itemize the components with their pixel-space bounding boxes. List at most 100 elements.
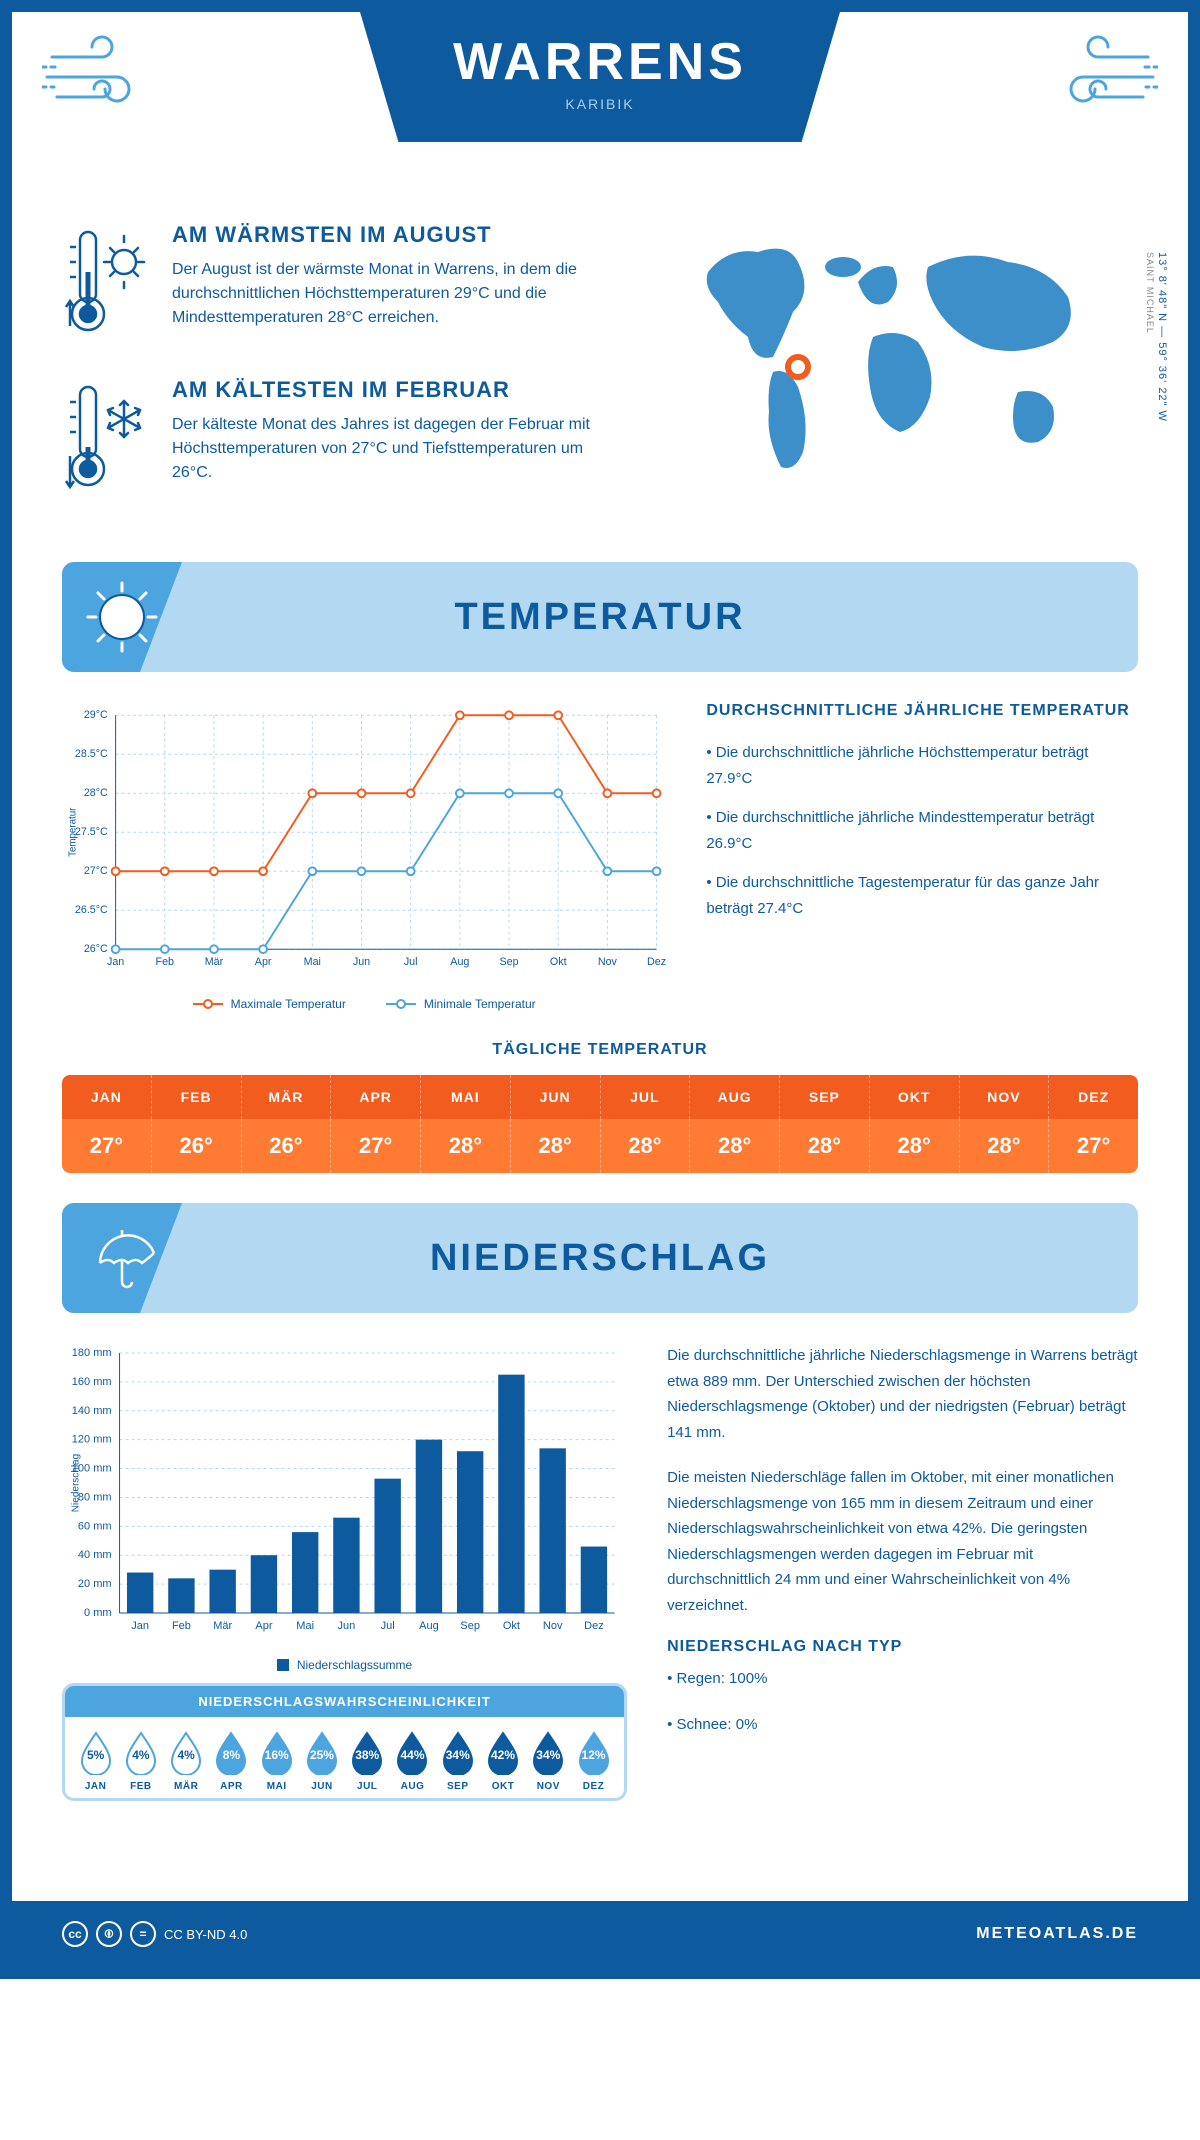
header: WARRENS KARIBIK bbox=[12, 12, 1188, 192]
legend-min: Minimale Temperatur bbox=[424, 997, 536, 1011]
table-header: MAI bbox=[420, 1075, 510, 1119]
table-cell: 26° bbox=[241, 1119, 331, 1173]
table-cell: 28° bbox=[510, 1119, 600, 1173]
svg-text:Nov: Nov bbox=[598, 956, 618, 968]
info-bullet: • Die durchschnittliche Tagestemperatur … bbox=[706, 870, 1138, 921]
table-header: JUN bbox=[510, 1075, 600, 1119]
region: SAINT MICHAEL bbox=[1145, 252, 1155, 334]
info-title: DURCHSCHNITTLICHE JÄHRLICHE TEMPERATUR bbox=[706, 702, 1138, 720]
page-subtitle: KARIBIK bbox=[360, 96, 840, 112]
table-header: APR bbox=[330, 1075, 420, 1119]
table-header: AUG bbox=[689, 1075, 779, 1119]
svg-text:Okt: Okt bbox=[550, 956, 567, 968]
table-cell: 27° bbox=[330, 1119, 420, 1173]
temperature-chart: 26°C26.5°C27°C27.5°C28°C28.5°C29°CJanFeb… bbox=[62, 702, 666, 1011]
table-header: JUL bbox=[600, 1075, 690, 1119]
table-cell: 28° bbox=[689, 1119, 779, 1173]
precip-text: Die meisten Niederschläge fallen im Okto… bbox=[667, 1465, 1138, 1618]
by-type-bullet: • Regen: 100% bbox=[667, 1666, 1138, 1692]
table-cell: 28° bbox=[869, 1119, 959, 1173]
svg-text:26.5°C: 26.5°C bbox=[75, 904, 108, 916]
svg-text:27°C: 27°C bbox=[84, 865, 108, 877]
svg-text:Mai: Mai bbox=[296, 1620, 314, 1632]
svg-text:120 mm: 120 mm bbox=[72, 1434, 112, 1446]
svg-text:26°C: 26°C bbox=[84, 943, 108, 955]
temperature-info: DURCHSCHNITTLICHE JÄHRLICHE TEMPERATUR •… bbox=[706, 702, 1138, 1011]
title-banner: WARRENS KARIBIK bbox=[360, 12, 840, 142]
svg-text:29°C: 29°C bbox=[84, 709, 108, 721]
precipitation-info: Die durchschnittliche jährliche Niedersc… bbox=[667, 1343, 1138, 1801]
daily-temperature: TÄGLICHE TEMPERATUR JANFEBMÄRAPRMAIJUNJU… bbox=[62, 1041, 1138, 1173]
by-type-title: NIEDERSCHLAG NACH TYP bbox=[667, 1638, 1138, 1656]
warmest-block: AM WÄRMSTEN IM AUGUST Der August ist der… bbox=[62, 222, 618, 347]
drop-item: 25% JUN bbox=[299, 1731, 344, 1792]
precip-text: Die durchschnittliche jährliche Niedersc… bbox=[667, 1343, 1138, 1445]
info-bullet: • Die durchschnittliche jährliche Höchst… bbox=[706, 740, 1138, 791]
svg-text:Aug: Aug bbox=[419, 1620, 439, 1632]
svg-text:Dez: Dez bbox=[647, 956, 666, 968]
drop-item: 8% APR bbox=[209, 1731, 254, 1792]
nd-icon: = bbox=[130, 1921, 156, 1947]
page-title: WARRENS bbox=[360, 32, 840, 92]
svg-text:Jun: Jun bbox=[353, 956, 370, 968]
table-header: MÄR bbox=[241, 1075, 331, 1119]
info-bullet: • Die durchschnittliche jährliche Mindes… bbox=[706, 805, 1138, 856]
probability-box: NIEDERSCHLAGSWAHRSCHEINLICHKEIT 5% JAN 4… bbox=[62, 1683, 627, 1801]
drop-item: 5% JAN bbox=[73, 1731, 118, 1792]
license: cc 🅯 = CC BY-ND 4.0 bbox=[62, 1921, 247, 1947]
svg-text:Jun: Jun bbox=[338, 1620, 356, 1632]
svg-text:28°C: 28°C bbox=[84, 787, 108, 799]
drop-item: 38% JUL bbox=[345, 1731, 390, 1792]
svg-text:Temperatur: Temperatur bbox=[68, 807, 79, 857]
svg-text:28.5°C: 28.5°C bbox=[75, 748, 108, 760]
coldest-block: AM KÄLTESTEN IM FEBRUAR Der kälteste Mon… bbox=[62, 377, 618, 502]
precipitation-header: NIEDERSCHLAG bbox=[62, 1203, 1138, 1313]
temperature-header: TEMPERATUR bbox=[62, 562, 1138, 672]
coldest-title: AM KÄLTESTEN IM FEBRUAR bbox=[172, 377, 618, 403]
umbrella-icon bbox=[62, 1203, 182, 1313]
table-cell: 27° bbox=[62, 1119, 151, 1173]
svg-text:Apr: Apr bbox=[255, 1620, 272, 1632]
svg-text:Feb: Feb bbox=[172, 1620, 191, 1632]
table-header: OKT bbox=[869, 1075, 959, 1119]
svg-text:Nov: Nov bbox=[543, 1620, 563, 1632]
by-icon: 🅯 bbox=[96, 1921, 122, 1947]
svg-text:40 mm: 40 mm bbox=[78, 1549, 112, 1561]
coordinates: 13° 8' 48" N — 59° 36' 22" WSAINT MICHAE… bbox=[1144, 252, 1168, 422]
world-map: 13° 8' 48" N — 59° 36' 22" WSAINT MICHAE… bbox=[658, 222, 1138, 532]
svg-text:Jul: Jul bbox=[381, 1620, 395, 1632]
wind-icon bbox=[42, 32, 162, 127]
svg-text:Aug: Aug bbox=[450, 956, 469, 968]
svg-text:Mär: Mär bbox=[205, 956, 224, 968]
svg-text:0 mm: 0 mm bbox=[84, 1607, 112, 1619]
thermometer-snow-icon bbox=[62, 377, 152, 502]
svg-text:Mai: Mai bbox=[304, 956, 321, 968]
svg-text:140 mm: 140 mm bbox=[72, 1405, 112, 1417]
precipitation-chart: 0 mm20 mm40 mm60 mm80 mm100 mm120 mm140 … bbox=[62, 1343, 627, 1663]
section-title: TEMPERATUR bbox=[454, 596, 745, 639]
table-header: JAN bbox=[62, 1075, 151, 1119]
svg-text:Feb: Feb bbox=[156, 956, 175, 968]
drop-item: 12% DEZ bbox=[571, 1731, 616, 1792]
section-title: NIEDERSCHLAG bbox=[430, 1237, 770, 1280]
table-header: SEP bbox=[779, 1075, 869, 1119]
cc-icon: cc bbox=[62, 1921, 88, 1947]
svg-text:60 mm: 60 mm bbox=[78, 1520, 112, 1532]
table-cell: 27° bbox=[1048, 1119, 1138, 1173]
lon: 59° 36' 22" W bbox=[1156, 342, 1168, 422]
svg-text:Apr: Apr bbox=[255, 956, 272, 968]
table-header: NOV bbox=[959, 1075, 1049, 1119]
legend-max: Maximale Temperatur bbox=[231, 997, 346, 1011]
drop-item: 44% AUG bbox=[390, 1731, 435, 1792]
coldest-text: Der kälteste Monat des Jahres ist dagege… bbox=[172, 413, 618, 485]
table-cell: 28° bbox=[420, 1119, 510, 1173]
svg-text:Sep: Sep bbox=[460, 1620, 480, 1632]
lat: 13° 8' 48" N bbox=[1156, 252, 1168, 322]
drop-item: 34% SEP bbox=[435, 1731, 480, 1792]
page: WARRENS KARIBIK AM WÄRMSTEN IM AUGUST De… bbox=[0, 0, 1200, 1979]
svg-text:Sep: Sep bbox=[500, 956, 519, 968]
svg-text:Niederschlag: Niederschlag bbox=[71, 1454, 82, 1512]
drop-item: 34% NOV bbox=[526, 1731, 571, 1792]
table-cell: 26° bbox=[151, 1119, 241, 1173]
table-cell: 28° bbox=[959, 1119, 1049, 1173]
